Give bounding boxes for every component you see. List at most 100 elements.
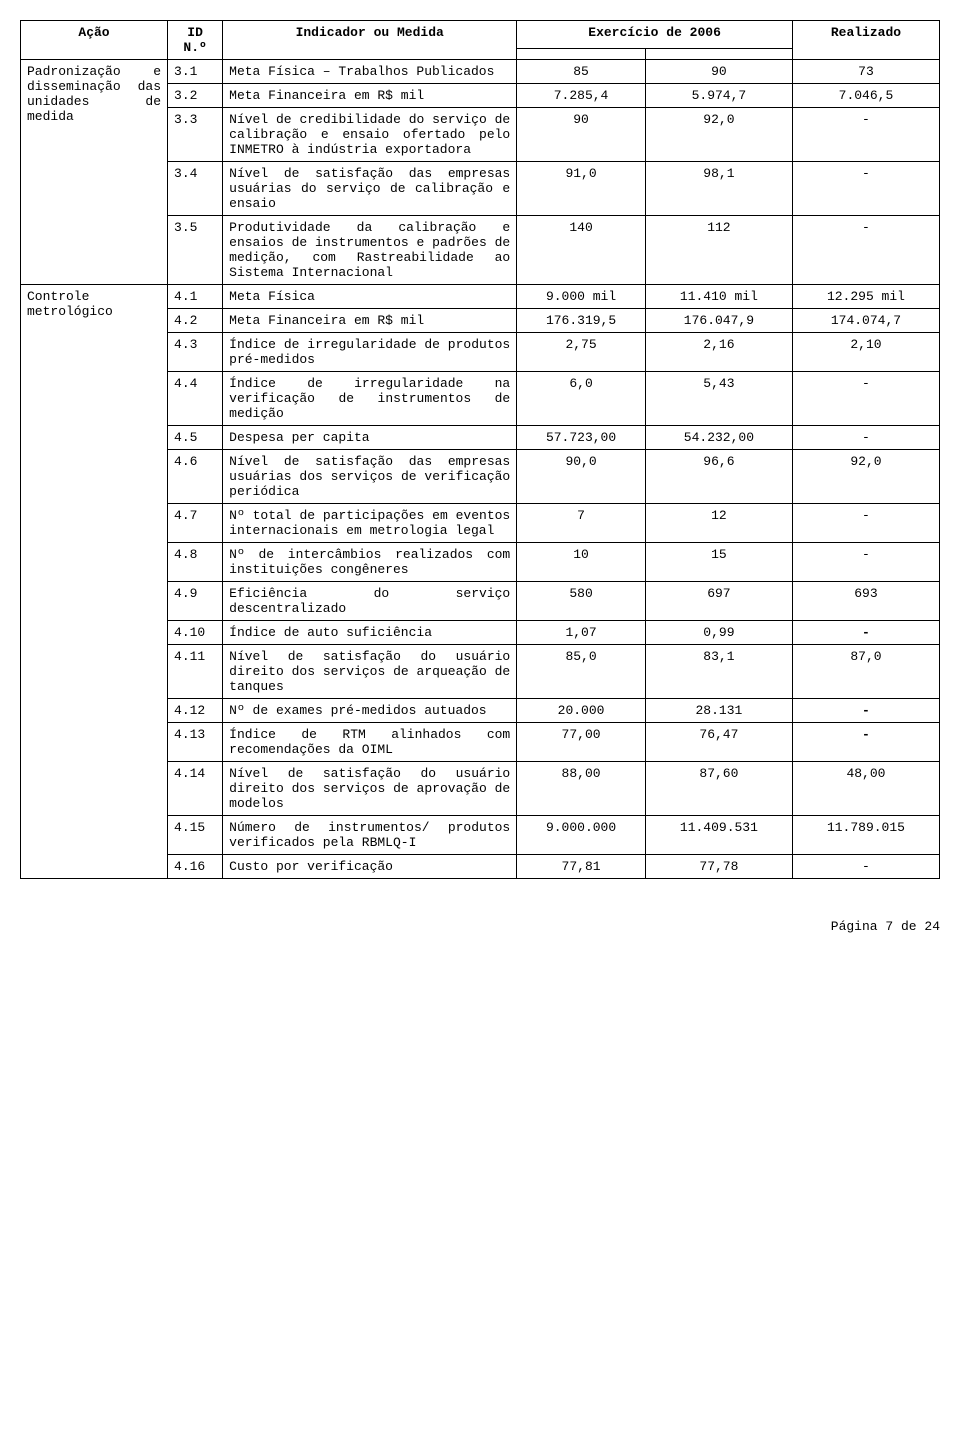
cell-b: 98,1 [645, 162, 792, 216]
cell-b: 96,6 [645, 450, 792, 504]
cell-a: 20.000 [517, 699, 646, 723]
cell-b: 77,78 [645, 855, 792, 879]
cell-a: 7 [517, 504, 646, 543]
cell-c: 11.789.015 [792, 816, 939, 855]
cell-a: 90,0 [517, 450, 646, 504]
cell-ind: Custo por verificação [223, 855, 517, 879]
cell-c: 174.074,7 [792, 309, 939, 333]
cell-c: - [792, 372, 939, 426]
cell-a: 77,81 [517, 855, 646, 879]
cell-a: 580 [517, 582, 646, 621]
cell-b: 176.047,9 [645, 309, 792, 333]
col-real: Realizado [792, 21, 939, 60]
cell-c: - [792, 216, 939, 285]
cell-c: - [792, 723, 939, 762]
data-table: Ação ID N.º Indicador ou Medida Exercíci… [20, 20, 940, 879]
cell-id: 4.6 [168, 450, 223, 504]
cell-c: - [792, 621, 939, 645]
cell-id: 4.13 [168, 723, 223, 762]
cell-a: 7.285,4 [517, 84, 646, 108]
table-row: Controle metrológico 4.1 Meta Física 9.0… [21, 285, 940, 309]
cell-ind: Índice de irregularidade de produtos pré… [223, 333, 517, 372]
cell-c: 73 [792, 60, 939, 84]
sub-b [645, 49, 792, 60]
cell-ind: Eficiência do serviço descentralizado [223, 582, 517, 621]
cell-ind: Número de instrumentos/ produtos verific… [223, 816, 517, 855]
cell-b: 11.409.531 [645, 816, 792, 855]
cell-a: 85,0 [517, 645, 646, 699]
cell-c: 48,00 [792, 762, 939, 816]
page-footer: Página 7 de 24 [20, 919, 940, 934]
cell-c: 7.046,5 [792, 84, 939, 108]
cell-c: - [792, 162, 939, 216]
cell-id: 3.5 [168, 216, 223, 285]
cell-ind: Nº de exames pré-medidos autuados [223, 699, 517, 723]
cell-id: 4.11 [168, 645, 223, 699]
cell-id: 4.5 [168, 426, 223, 450]
cell-b: 5.974,7 [645, 84, 792, 108]
cell-ind: Meta Física [223, 285, 517, 309]
cell-ind: Índice de irregularidade na verificação … [223, 372, 517, 426]
cell-b: 76,47 [645, 723, 792, 762]
col-ex: Exercício de 2006 [517, 21, 793, 49]
group-title: Padronização e disseminação das unidades… [21, 60, 168, 285]
cell-a: 88,00 [517, 762, 646, 816]
cell-b: 5,43 [645, 372, 792, 426]
cell-ind: Índice de RTM alinhados com recomendaçõe… [223, 723, 517, 762]
col-ind: Indicador ou Medida [223, 21, 517, 60]
cell-id: 4.15 [168, 816, 223, 855]
cell-id: 4.9 [168, 582, 223, 621]
cell-a: 1,07 [517, 621, 646, 645]
cell-b: 0,99 [645, 621, 792, 645]
cell-ind: Nível de satisfação das empresas usuária… [223, 162, 517, 216]
cell-a: 57.723,00 [517, 426, 646, 450]
cell-id: 4.16 [168, 855, 223, 879]
cell-id: 4.14 [168, 762, 223, 816]
cell-id: 3.2 [168, 84, 223, 108]
cell-a: 85 [517, 60, 646, 84]
cell-id: 4.1 [168, 285, 223, 309]
table-row: Padronização e disseminação das unidades… [21, 60, 940, 84]
cell-id: 4.2 [168, 309, 223, 333]
cell-b: 83,1 [645, 645, 792, 699]
cell-b: 11.410 mil [645, 285, 792, 309]
cell-c: 12.295 mil [792, 285, 939, 309]
cell-a: 176.319,5 [517, 309, 646, 333]
cell-c: - [792, 855, 939, 879]
cell-ind: Nível de satisfação do usuário direito d… [223, 762, 517, 816]
cell-c: - [792, 504, 939, 543]
cell-b: 15 [645, 543, 792, 582]
cell-ind: Despesa per capita [223, 426, 517, 450]
cell-ind: Índice de auto suficiência [223, 621, 517, 645]
cell-a: 91,0 [517, 162, 646, 216]
cell-c: 92,0 [792, 450, 939, 504]
cell-a: 2,75 [517, 333, 646, 372]
cell-c: 693 [792, 582, 939, 621]
cell-c: - [792, 108, 939, 162]
cell-b: 87,60 [645, 762, 792, 816]
cell-b: 12 [645, 504, 792, 543]
cell-b: 28.131 [645, 699, 792, 723]
col-id: ID N.º [168, 21, 223, 60]
cell-c: - [792, 543, 939, 582]
cell-ind: Nº de intercâmbios realizados com instit… [223, 543, 517, 582]
col-acao: Ação [21, 21, 168, 60]
cell-ind: Produtividade da calibração e ensaios de… [223, 216, 517, 285]
cell-id: 4.3 [168, 333, 223, 372]
cell-id: 3.3 [168, 108, 223, 162]
cell-c: 2,10 [792, 333, 939, 372]
cell-a: 140 [517, 216, 646, 285]
cell-c: - [792, 699, 939, 723]
cell-b: 90 [645, 60, 792, 84]
cell-ind: Nível de satisfação do usuário direito d… [223, 645, 517, 699]
cell-b: 2,16 [645, 333, 792, 372]
cell-c: - [792, 426, 939, 450]
cell-id: 4.7 [168, 504, 223, 543]
cell-id: 4.10 [168, 621, 223, 645]
cell-id: 4.8 [168, 543, 223, 582]
sub-a [517, 49, 646, 60]
group-title: Controle metrológico [21, 285, 168, 879]
cell-ind: Nível de satisfação das empresas usuária… [223, 450, 517, 504]
cell-a: 6,0 [517, 372, 646, 426]
cell-c: 87,0 [792, 645, 939, 699]
